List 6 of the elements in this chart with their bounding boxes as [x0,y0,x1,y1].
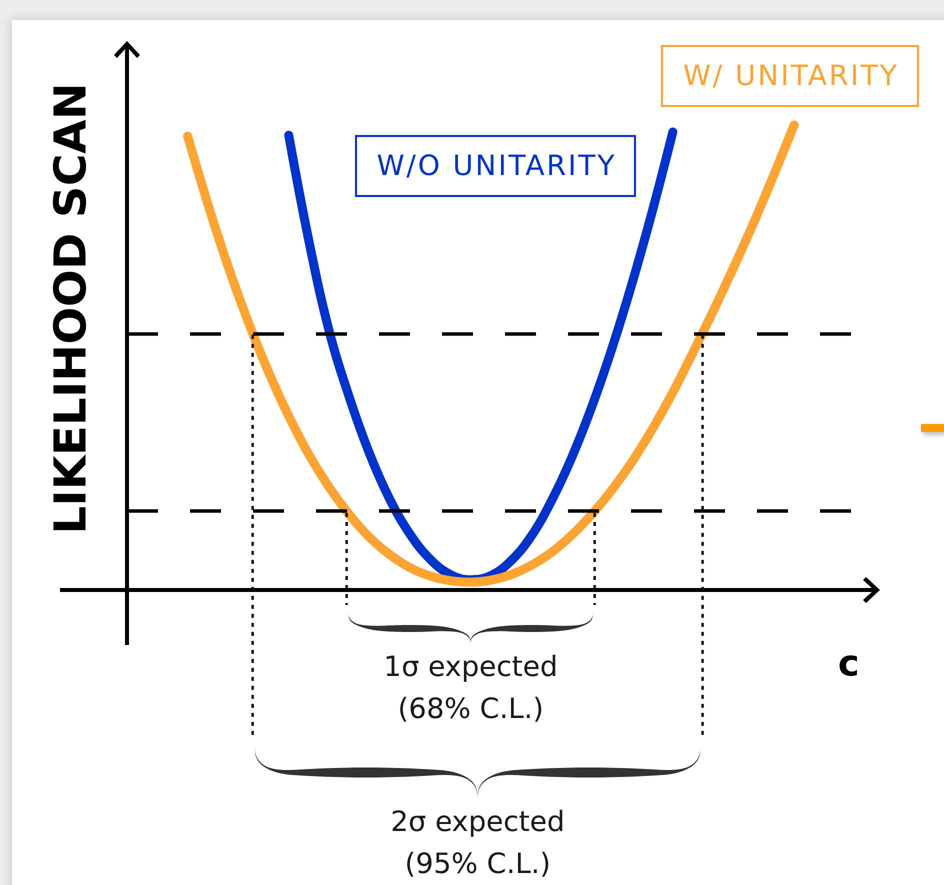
series-label: W/ UNITARITY [661,44,919,107]
y-axis-title: LIKELIHOOD SCAN [46,82,96,534]
series-label: W/O UNITARITY [354,135,636,198]
x-axis-title: c [838,644,860,684]
text: 2σ expected (95% C.L.) [390,804,565,882]
text: 1σ expected (68% C.L.) [384,649,558,727]
